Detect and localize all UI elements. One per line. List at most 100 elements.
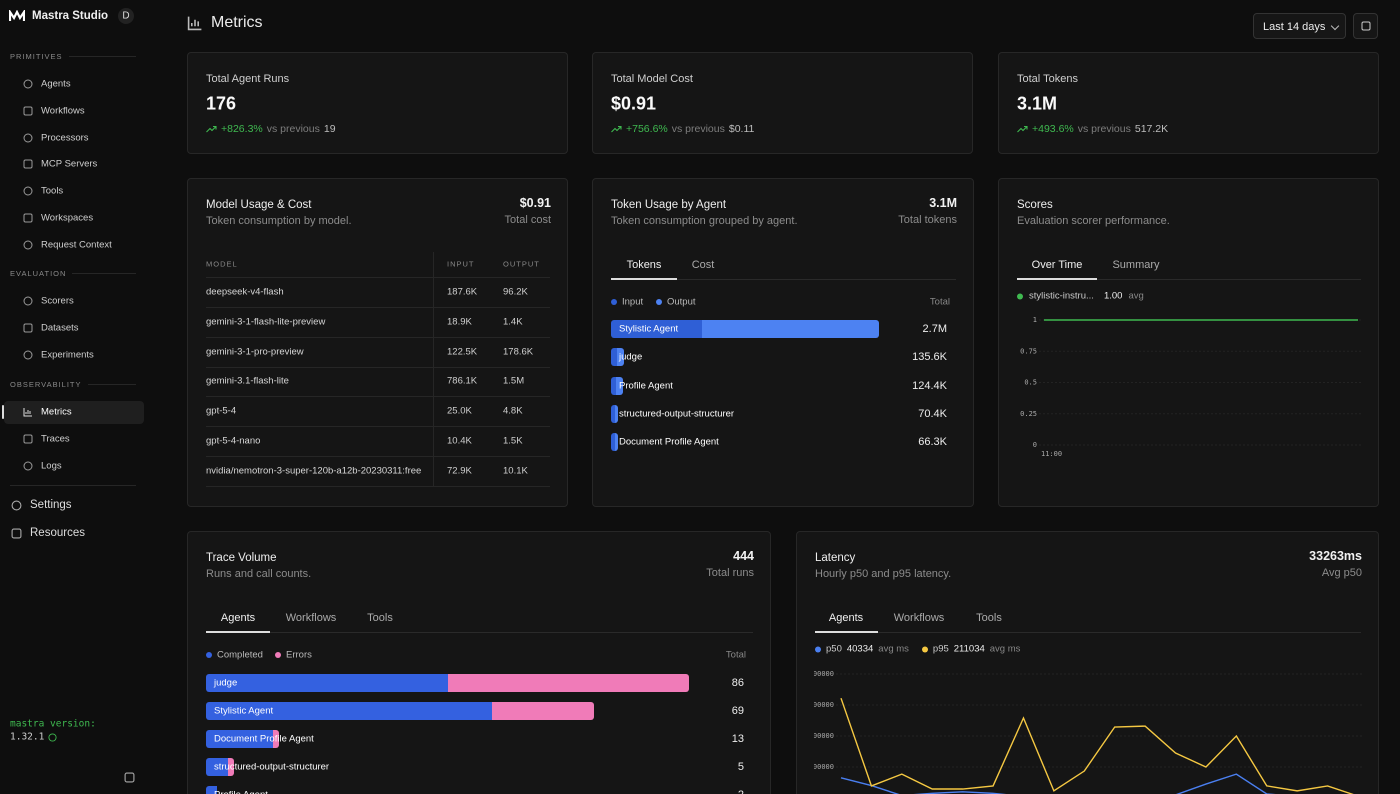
nav-item[interactable]: MCP Servers bbox=[41, 158, 98, 170]
tab[interactable]: Tools bbox=[976, 612, 1002, 624]
tab-underline bbox=[814, 631, 878, 633]
range-select[interactable]: Last 14 days bbox=[1253, 13, 1346, 39]
bar-label: judge bbox=[214, 677, 238, 689]
icon-shape bbox=[23, 240, 33, 250]
x-tick-label: 11:00 bbox=[1041, 450, 1062, 458]
tab[interactable]: Cost bbox=[691, 259, 715, 271]
tab-rule bbox=[611, 279, 956, 280]
icon-shape bbox=[23, 323, 33, 333]
tab[interactable]: Over Time bbox=[1031, 259, 1083, 271]
version: 1.32.1 bbox=[10, 731, 45, 743]
kpi-value: $0.91 bbox=[611, 93, 657, 114]
bar-segment bbox=[206, 730, 274, 748]
kpi-previous: 19 bbox=[323, 123, 336, 135]
trend-shape bbox=[206, 125, 217, 133]
bar-label: Profile Agent bbox=[619, 380, 673, 392]
legend-label: Input bbox=[622, 296, 644, 308]
icon[interactable] bbox=[124, 772, 135, 783]
icon bbox=[23, 408, 32, 417]
series-line bbox=[840, 697, 1354, 794]
section-title: EVALUATION bbox=[10, 268, 67, 278]
bar-label: judge bbox=[619, 351, 643, 363]
logo-shape bbox=[9, 10, 25, 21]
card-total-label: Total cost bbox=[504, 214, 551, 226]
card-total-label: Total runs bbox=[706, 567, 754, 579]
tab[interactable]: Workflows bbox=[285, 612, 337, 624]
section-rule bbox=[87, 383, 136, 385]
nav-item[interactable]: Datasets bbox=[41, 322, 79, 334]
version-label: mastra version: bbox=[10, 718, 96, 730]
nav-item[interactable]: Experiments bbox=[41, 349, 94, 361]
kpi-title: Total Tokens bbox=[1017, 73, 1078, 85]
y-tick-label: 100000 bbox=[809, 763, 834, 771]
table-cell: 25.0K bbox=[447, 405, 472, 417]
icon bbox=[23, 461, 33, 471]
chevron bbox=[1330, 21, 1340, 31]
kpi-compare: vs previous bbox=[671, 123, 725, 135]
kpi-compare: vs previous bbox=[1077, 123, 1131, 135]
nav-item[interactable]: Logs bbox=[41, 460, 62, 472]
card-subtitle: Hourly p50 and p95 latency. bbox=[815, 568, 952, 580]
card-total: 3.1M bbox=[929, 196, 957, 210]
card-subtitle: Token consumption grouped by agent. bbox=[611, 215, 798, 227]
tab-rule bbox=[1017, 279, 1361, 280]
table-cell: gpt-5-4-nano bbox=[206, 435, 261, 447]
tab-rule bbox=[815, 632, 1361, 633]
tab[interactable]: Summary bbox=[1112, 259, 1160, 271]
scores-card: Scores Evaluation scorer performance. Over… bbox=[998, 178, 1379, 507]
bar-label: Stylistic Agent bbox=[619, 323, 679, 335]
tab[interactable]: Tokens bbox=[626, 259, 662, 271]
bar-total: 13 bbox=[731, 733, 744, 745]
kpi-card: Total Agent Runs 176 +826.3% vs previous 19 bbox=[187, 52, 568, 154]
nav-item[interactable]: Workspaces bbox=[41, 212, 94, 224]
trend-icon bbox=[1017, 125, 1028, 133]
icon-shape bbox=[23, 133, 33, 143]
nav-link[interactable]: Settings bbox=[30, 499, 72, 511]
nav-item[interactable]: Traces bbox=[41, 433, 70, 445]
column-header: INPUT bbox=[447, 259, 475, 269]
table-cell: gemini-3-1-flash-lite-preview bbox=[206, 316, 326, 328]
trace-volume-card: Trace Volume Runs and call counts. 444 Tota… bbox=[187, 531, 771, 794]
card-subtitle: Evaluation scorer performance. bbox=[1017, 215, 1170, 227]
bar-segment bbox=[206, 674, 448, 692]
tab[interactable]: Agents bbox=[220, 612, 256, 624]
kpi-change: +493.6% bbox=[1032, 123, 1074, 135]
bar-label: Document Profile Agent bbox=[619, 436, 719, 448]
nav-item[interactable]: Metrics bbox=[41, 406, 72, 418]
nav-active-bg bbox=[4, 401, 144, 424]
kpi-value: 3.1M bbox=[1017, 93, 1058, 114]
icon-shape bbox=[23, 213, 33, 223]
table-cell: gemini-3.1-flash-lite bbox=[206, 375, 289, 387]
table-cell: 786.1K bbox=[447, 375, 478, 387]
y-tick-label: 0 bbox=[1033, 441, 1037, 449]
nav-item[interactable]: Processors bbox=[41, 132, 89, 144]
card-title: Trace Volume bbox=[206, 552, 277, 564]
icon bbox=[23, 240, 33, 250]
tab[interactable]: Agents bbox=[828, 612, 864, 624]
panel-button[interactable] bbox=[1353, 13, 1378, 39]
nav-link[interactable]: Resources bbox=[30, 527, 85, 539]
card-total: $0.91 bbox=[519, 196, 551, 210]
bar-segment bbox=[206, 702, 493, 720]
bar-segment bbox=[611, 433, 615, 451]
nav-item[interactable]: Agents bbox=[41, 78, 71, 90]
nav-item[interactable]: Workflows bbox=[41, 105, 85, 117]
y-tick-label: 0.75 bbox=[1020, 347, 1037, 355]
table-cell: 187.6K bbox=[447, 286, 478, 298]
nav-item[interactable]: Tools bbox=[41, 185, 64, 197]
y-tick-label: 200000 bbox=[809, 732, 834, 740]
tab-underline bbox=[1017, 278, 1097, 280]
icon bbox=[23, 350, 33, 360]
icon bbox=[23, 159, 33, 169]
bar-label: Document Profile Agent bbox=[214, 733, 314, 745]
nav-item[interactable]: Request Context bbox=[41, 239, 112, 251]
total-header: Total bbox=[929, 296, 950, 308]
tab[interactable]: Tools bbox=[367, 612, 393, 624]
bar-segment bbox=[611, 320, 703, 338]
nav-item[interactable]: Scorers bbox=[41, 295, 74, 307]
tab[interactable]: Workflows bbox=[893, 612, 945, 624]
bar-total: 2 bbox=[738, 789, 744, 794]
legend-dot bbox=[611, 299, 617, 305]
line-chart: 0 0.25 0.5 0.75 1 11:00 bbox=[1020, 316, 1362, 458]
